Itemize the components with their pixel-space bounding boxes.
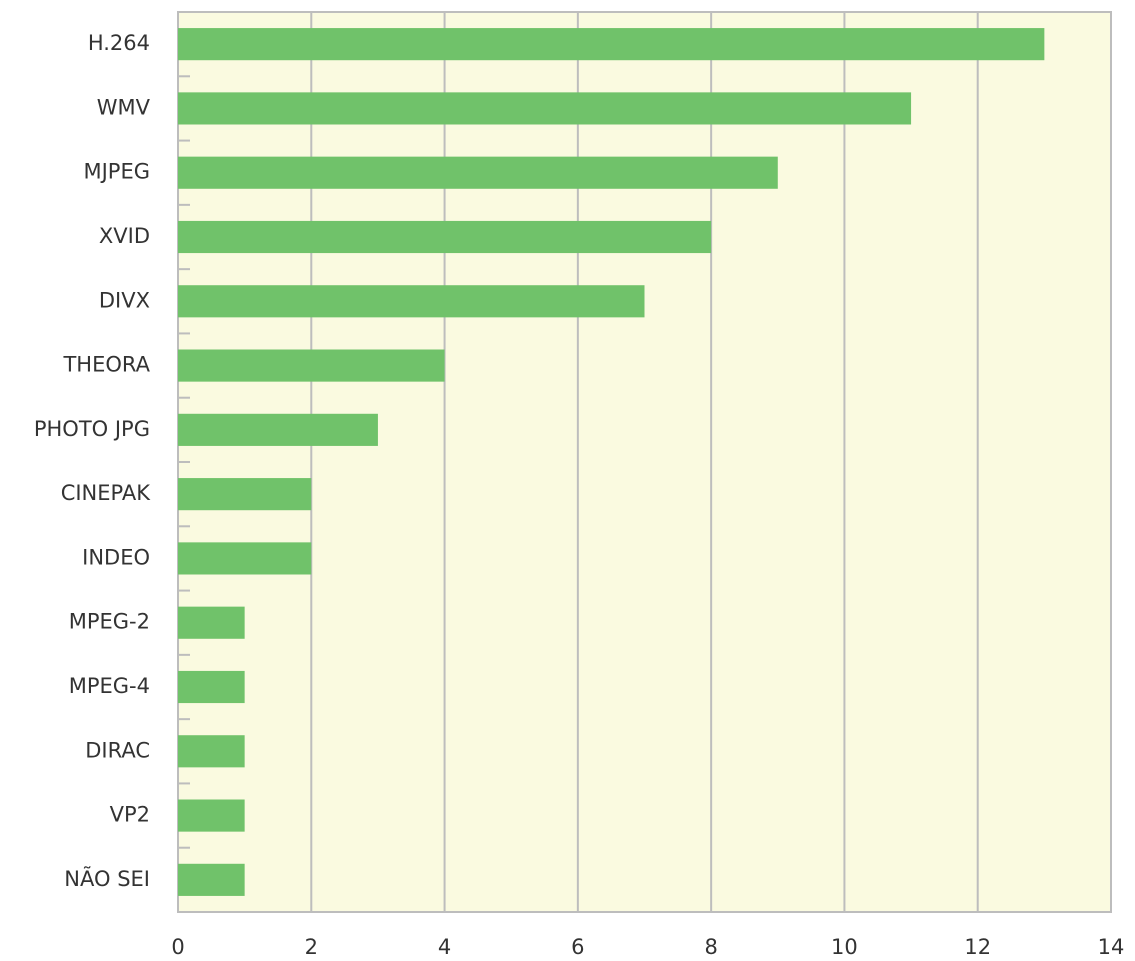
x-tick-label: 0 [171, 935, 184, 959]
y-tick-label: VP2 [110, 803, 150, 827]
y-tick-label: DIRAC [85, 738, 150, 762]
y-tick-label: H.264 [88, 31, 150, 55]
y-tick-label: XVID [99, 224, 150, 248]
y-tick-label: MPEG-4 [69, 674, 150, 698]
bar [178, 478, 312, 511]
bar [178, 220, 712, 254]
y-tick-label: THEORA [62, 353, 150, 377]
bar [178, 92, 912, 125]
bar [178, 28, 1045, 61]
y-tick-label: INDEO [82, 545, 150, 569]
x-tick-label: 14 [1098, 935, 1125, 959]
y-tick-label: MPEG-2 [69, 610, 150, 634]
x-tick-label: 12 [964, 935, 991, 959]
y-tick-label: WMV [97, 95, 151, 119]
bar [178, 542, 312, 575]
bar [178, 863, 245, 896]
x-tick-label: 10 [831, 935, 858, 959]
bar [178, 606, 245, 639]
x-tick-label: 4 [438, 935, 451, 959]
y-tick-label: MJPEG [83, 160, 150, 184]
x-tick-label: 6 [571, 935, 584, 959]
x-tick-label: 8 [704, 935, 717, 959]
y-tick-label: NÃO SEI [64, 865, 150, 891]
y-tick-label: CINEPAK [61, 481, 152, 505]
x-tick-label: 2 [305, 935, 318, 959]
bar [178, 670, 245, 704]
plot-border [177, 11, 1112, 913]
bar [178, 735, 245, 768]
y-tick-label: DIVX [99, 288, 150, 312]
bar [178, 413, 378, 446]
bar [178, 156, 778, 189]
bar [178, 799, 245, 832]
plot-area [178, 12, 1111, 912]
bar [178, 285, 645, 318]
y-tick-label: PHOTO JPG [34, 417, 150, 441]
bar [178, 349, 445, 382]
